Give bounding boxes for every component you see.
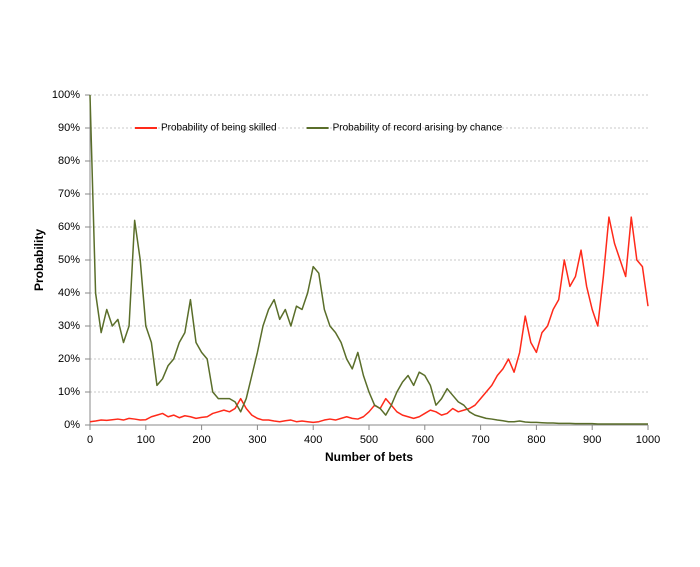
y-tick-label: 60% xyxy=(58,221,80,233)
y-tick-label: 80% xyxy=(58,155,80,167)
y-tick-label: 0% xyxy=(64,419,80,431)
legend-label: Probability of record arising by chance xyxy=(333,123,503,134)
series-line xyxy=(89,216,649,424)
y-tick-label: 10% xyxy=(58,386,80,398)
x-tick-label: 800 xyxy=(527,434,545,446)
x-tick-label: 200 xyxy=(192,434,210,446)
y-tick-label: 20% xyxy=(58,353,80,365)
x-tick-label: 400 xyxy=(304,434,322,446)
x-axis-title: Number of bets xyxy=(325,450,413,464)
y-tick-label: 100% xyxy=(52,89,80,101)
x-tick-label: 300 xyxy=(248,434,266,446)
x-tick-label: 1000 xyxy=(636,434,660,446)
x-tick-label: 700 xyxy=(471,434,489,446)
x-tick-label: 100 xyxy=(137,434,155,446)
x-tick-label: 900 xyxy=(583,434,601,446)
y-tick-label: 40% xyxy=(58,287,80,299)
y-tick-label: 70% xyxy=(58,188,80,200)
legend-label: Probability of being skilled xyxy=(161,123,277,134)
x-tick-label: 500 xyxy=(360,434,378,446)
series-line xyxy=(89,94,648,425)
y-axis-title: Probability xyxy=(32,229,46,291)
y-tick-label: 30% xyxy=(58,320,80,332)
y-tick-label: 50% xyxy=(58,254,80,266)
x-tick-label: 0 xyxy=(87,434,93,446)
x-tick-label: 600 xyxy=(416,434,434,446)
y-tick-label: 90% xyxy=(58,122,80,134)
